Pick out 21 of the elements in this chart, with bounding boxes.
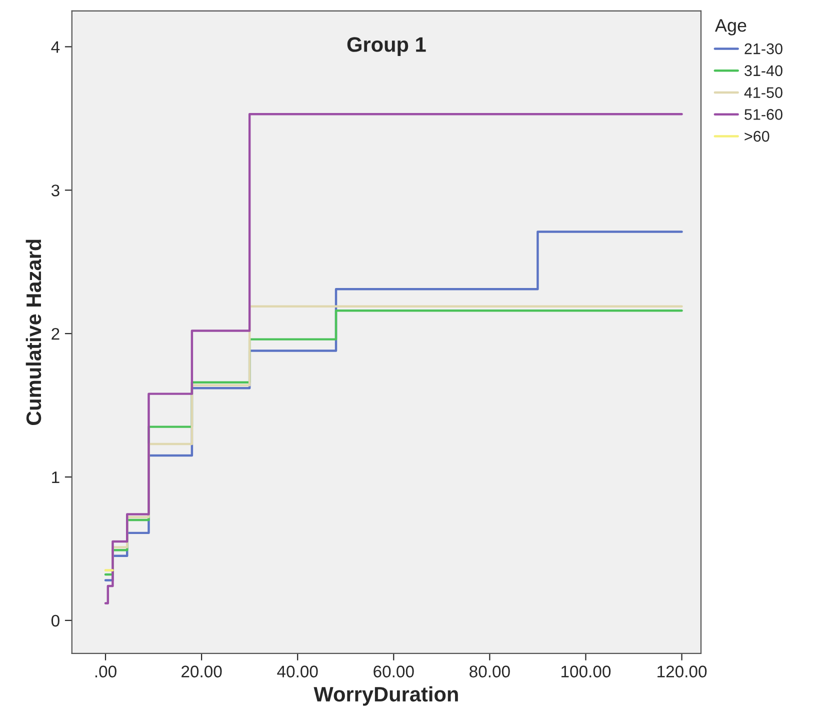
legend-label: 41-50 bbox=[744, 87, 782, 98]
x-tick-label: 40.00 bbox=[277, 666, 318, 678]
x-tick-label: 60.00 bbox=[374, 666, 414, 678]
x-axis-title: WorryDuration bbox=[314, 686, 458, 706]
legend-label: >60 bbox=[744, 130, 770, 142]
legend-label: 31-40 bbox=[744, 65, 782, 76]
y-tick-label: 4 bbox=[51, 41, 60, 53]
x-tick-label: 120.00 bbox=[658, 666, 707, 678]
x-tick-label: 20.00 bbox=[182, 666, 222, 678]
y-tick-label: 0 bbox=[51, 614, 60, 627]
x-tick-label: 100.00 bbox=[562, 666, 611, 678]
legend-title: Age bbox=[714, 19, 746, 36]
legend-label: 51-60 bbox=[744, 109, 782, 120]
y-tick-label: 2 bbox=[52, 328, 60, 340]
x-tick-label: .00 bbox=[95, 666, 116, 678]
text: Group 1 bbox=[347, 37, 426, 56]
x-tick-label: 80.00 bbox=[470, 666, 510, 678]
y-axis-title: Cumulative Hazard bbox=[26, 240, 42, 426]
legend-label: 21-30 bbox=[744, 43, 782, 54]
y-tick-label: 3 bbox=[51, 184, 60, 196]
y-tick-label: 1 bbox=[52, 472, 60, 484]
